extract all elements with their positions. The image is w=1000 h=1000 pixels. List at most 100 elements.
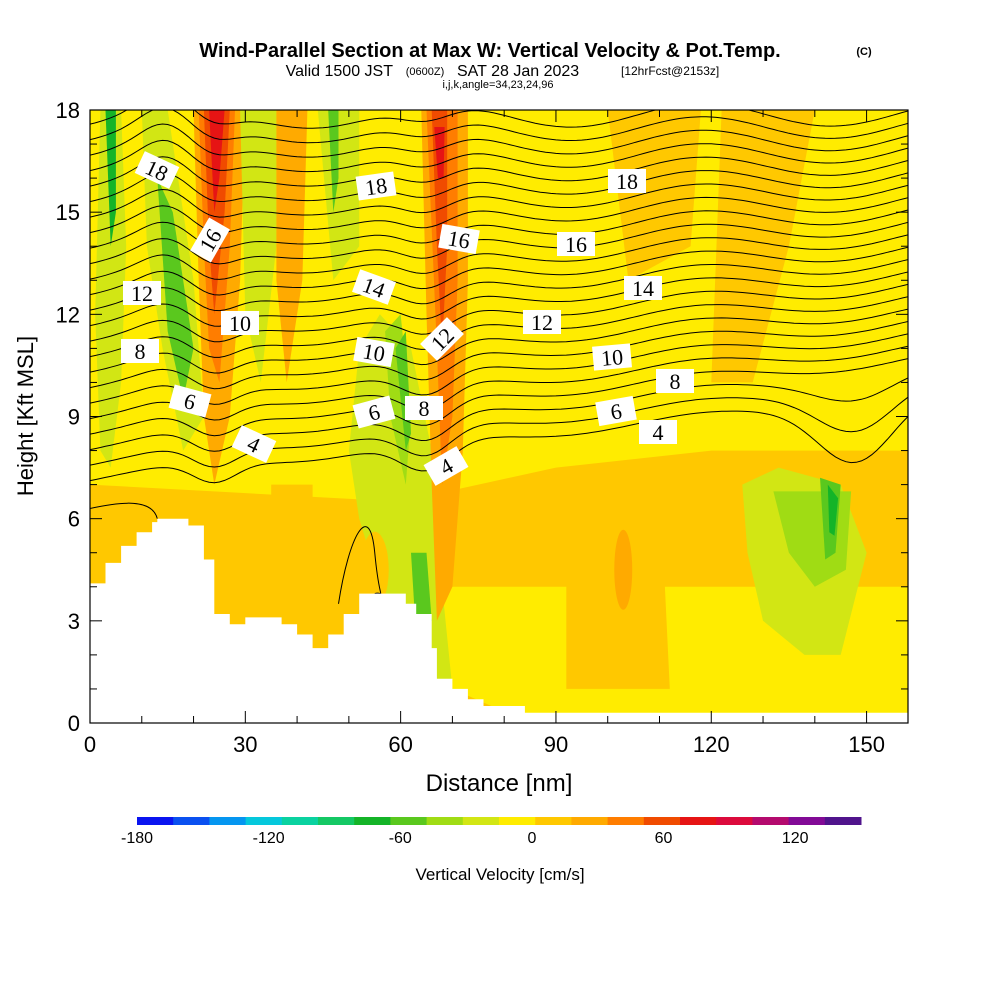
contour-label: 18 xyxy=(355,171,397,201)
isentrope-line xyxy=(90,259,908,312)
y-tick-label: 0 xyxy=(68,711,80,736)
contour-label-text: 10 xyxy=(600,344,624,371)
isentrope-line xyxy=(90,209,908,249)
contour-label-box xyxy=(353,336,395,368)
contour-label: 6 xyxy=(352,395,396,429)
isentrope-line xyxy=(338,526,382,604)
colorbar-swatch xyxy=(390,817,428,825)
contour-label-text: 4 xyxy=(653,420,664,445)
contour-label-box xyxy=(134,151,180,189)
contour-label-text: 12 xyxy=(131,281,153,306)
contour-label-box xyxy=(624,276,662,300)
grid-indices: i,j,k,angle=34,23,24,96 xyxy=(442,79,553,91)
isentrope-line xyxy=(90,246,908,296)
isentrope-contours xyxy=(90,110,908,604)
isentrope-line xyxy=(90,410,908,484)
contour-label-box xyxy=(168,384,212,418)
contour-label: 10 xyxy=(221,311,259,336)
isentrope-line xyxy=(90,345,908,421)
updraft-band xyxy=(276,110,308,383)
axis-ticks xyxy=(89,109,908,724)
colorbar-tick-label: 120 xyxy=(782,830,809,847)
contour-label-box xyxy=(221,311,259,335)
contour-label-box xyxy=(405,396,443,420)
colorbar-tick-label: 60 xyxy=(655,830,673,847)
contour-label: 8 xyxy=(121,339,159,364)
contour-label-box xyxy=(355,171,397,201)
isentrope-line xyxy=(90,110,908,144)
contour-label-box xyxy=(656,369,694,393)
colorbar-swatch xyxy=(137,817,174,825)
y-tick-label: 6 xyxy=(68,507,80,532)
valid-line: Valid 1500 JST (0600Z) SAT 28 Jan 2023 [… xyxy=(286,63,720,80)
colorbar-swatch xyxy=(752,817,790,825)
downdraft-core xyxy=(328,110,339,213)
contour-label: 8 xyxy=(656,369,694,394)
downdraft-core xyxy=(157,178,194,400)
x-tick-labels: 0 30 60 90 120 150 xyxy=(84,732,885,757)
colorbar-label: Vertical Velocity [cm/s] xyxy=(415,865,584,884)
isentrope-line xyxy=(90,110,908,129)
x-tick-label: 150 xyxy=(848,732,885,757)
x-tick-label: 120 xyxy=(693,732,730,757)
contour-label-box xyxy=(592,343,632,371)
updraft-pocket xyxy=(614,529,633,610)
contour-label-box xyxy=(352,395,396,429)
x-tick-label: 90 xyxy=(544,732,568,757)
contour-label: 6 xyxy=(595,395,637,427)
downdraft-core xyxy=(105,110,116,247)
colorbar-swatch xyxy=(499,817,536,825)
copyright-mark: (C) xyxy=(856,46,872,58)
contour-label: 6 xyxy=(168,384,212,418)
contour-label-text: 16 xyxy=(565,232,587,257)
x-axis-label: Distance [nm] xyxy=(426,770,573,797)
chart-title: Wind-Parallel Section at Max W: Vertical… xyxy=(199,40,780,62)
terrain xyxy=(90,518,908,723)
colorbar-swatch xyxy=(716,817,753,825)
isentrope-line xyxy=(90,170,908,203)
x-tick-label: 30 xyxy=(233,732,257,757)
contour-label-box xyxy=(639,420,677,444)
downdraft-core xyxy=(827,484,839,536)
contour-label-text: 8 xyxy=(670,369,681,394)
colorbar-swatch xyxy=(462,817,500,825)
colorbar-swatch xyxy=(281,817,319,825)
isentrope-line xyxy=(90,283,908,343)
colorbar-tick-labels: -180 -120 -60 0 60 120 xyxy=(121,830,809,847)
colorbar-swatch xyxy=(680,817,717,825)
contour-label: 12 xyxy=(523,310,561,335)
valid-prefix: Valid 1500 JST xyxy=(286,63,394,80)
colorbar-swatch xyxy=(426,817,464,825)
amber-patch xyxy=(271,484,313,621)
isentrope-line xyxy=(90,296,908,358)
contour-label: 4 xyxy=(639,420,677,445)
valid-date: SAT 28 Jan 2023 xyxy=(457,63,579,80)
y-axis-label: Height [Kft MSL] xyxy=(13,336,38,496)
colorbar-swatch xyxy=(209,817,247,825)
colorbar-swatch xyxy=(354,817,391,825)
contour-label: 18 xyxy=(608,169,646,194)
colorbar-tick-label: 0 xyxy=(527,830,536,847)
updraft-core xyxy=(209,110,225,213)
contour-label: 16 xyxy=(438,223,480,255)
y-tick-label: 9 xyxy=(68,405,80,430)
isentrope-line xyxy=(90,139,908,173)
contour-label: 4 xyxy=(231,425,277,463)
isentrope-line xyxy=(90,358,908,437)
updraft-pocket xyxy=(360,531,389,608)
colorbar-tick-label: -180 xyxy=(121,830,153,847)
contour-label-box xyxy=(438,223,480,255)
contour-label-text: 18 xyxy=(616,169,638,194)
isentrope-line xyxy=(90,377,908,452)
contour-label-box xyxy=(352,269,396,305)
contour-label-text: 16 xyxy=(446,225,472,253)
contour-label-text: 14 xyxy=(632,276,654,301)
contour-label-text: 12 xyxy=(531,310,553,335)
colorbar-swatch xyxy=(607,817,645,825)
colorbar-swatch xyxy=(643,817,681,825)
colorbar-tick-label: -60 xyxy=(389,830,412,847)
contour-label-text: 10 xyxy=(361,338,387,366)
x-tick-label: 60 xyxy=(388,732,412,757)
